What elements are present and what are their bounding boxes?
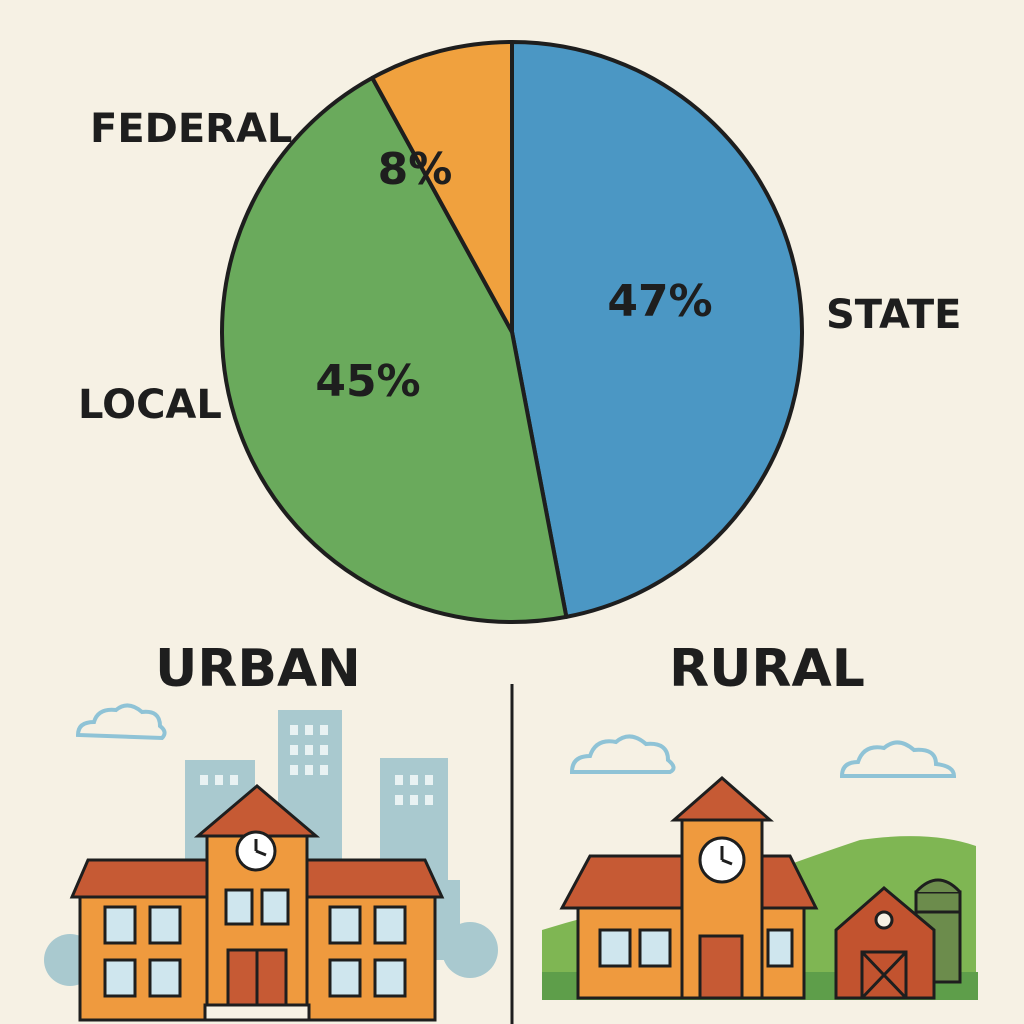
pie-data-label-state: 47% bbox=[607, 276, 712, 327]
urban-school-building bbox=[69, 784, 445, 1022]
legend-label-federal: FEDERAL bbox=[90, 106, 292, 152]
urban-title: URBAN bbox=[155, 639, 361, 699]
pie-data-label-local: 45% bbox=[315, 356, 420, 407]
cloud-icon bbox=[839, 740, 957, 778]
pie-slice-state bbox=[510, 40, 804, 619]
rural-title: RURAL bbox=[669, 639, 865, 699]
cloud-icon bbox=[569, 734, 676, 774]
cloud-icon bbox=[75, 703, 167, 741]
rural-school-building bbox=[559, 776, 819, 1000]
pie-slice-federal bbox=[370, 40, 514, 334]
pie-data-label-federal: 8% bbox=[378, 144, 453, 195]
funding-pie-chart: 47% 45% 8% bbox=[220, 40, 804, 624]
rural-scene bbox=[542, 734, 978, 1000]
barn-icon bbox=[834, 886, 936, 1000]
pie-slice-local bbox=[220, 75, 569, 624]
legend-label-local: LOCAL bbox=[78, 382, 222, 428]
urban-scene bbox=[44, 703, 498, 1022]
legend-label-state: STATE bbox=[826, 292, 961, 338]
skyline-windows bbox=[200, 725, 433, 805]
